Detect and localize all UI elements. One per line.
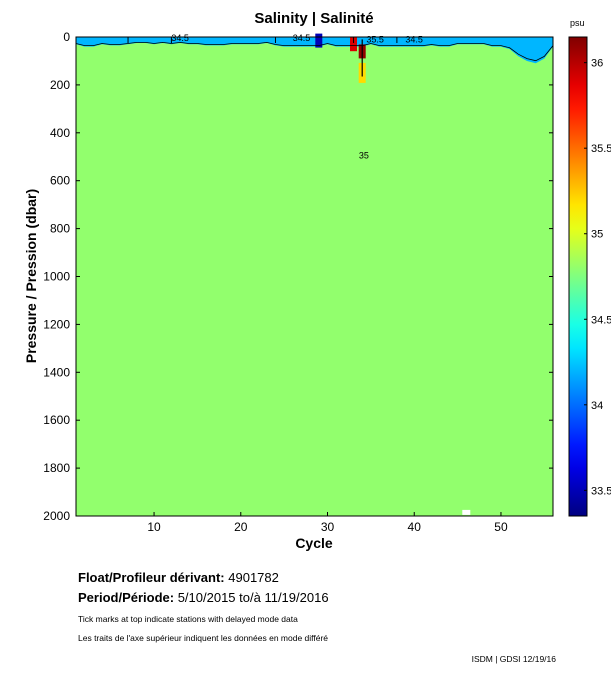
float-info: Float/Profileur dérivant: 4901782 [78,570,279,585]
contour-label-3: 34.5 [405,34,423,44]
x-tick-label-4: 50 [494,520,508,534]
y-tick-label-2: 400 [50,126,70,140]
float-value: 4901782 [228,570,279,585]
contour-label-2: 35.5 [366,34,384,44]
note-english: Tick marks at top indicate stations with… [78,614,298,624]
contour-label-0: 34.5 [171,33,189,43]
field-anomaly-0 [315,33,323,48]
cb-tick-label-2: 34.5 [591,314,611,326]
cb-tick-label-0: 33.5 [591,485,611,497]
y-tick-label-3: 600 [50,174,70,188]
y-tick-label-10: 2000 [43,509,70,523]
period-info: Period/Période: 5/10/2015 to/à 11/19/201… [78,590,329,605]
note-french: Les traits de l'axe supérieur indiquent … [78,633,329,643]
y-tick-label-9: 1800 [43,461,70,475]
x-tick-label-3: 40 [408,520,422,534]
y-tick-label-8: 1600 [43,413,70,427]
colorbar-unit: psu [570,18,585,28]
contour-lines: 34.5 34.5 35.5 34.5 35 [75,33,554,161]
salinity-field [76,33,553,516]
field-anomaly-1 [350,37,357,52]
y-tick-label-5: 1000 [43,270,70,284]
period-value: 5/10/2015 to/à 11/19/2016 [177,590,329,605]
field-anomaly-4 [462,509,471,515]
contour-label-1: 34.5 [293,33,311,43]
y-tick-label-4: 800 [50,222,70,236]
cb-tick-label-5: 36 [591,58,603,70]
y-tick-label-1: 200 [50,78,70,92]
cb-tick-label-4: 35.5 [591,143,611,155]
y-tick-label-0: 0 [63,30,70,44]
x-tick-label-1: 20 [234,520,248,534]
chart-title: Salinity | Salinité [254,10,373,27]
period-label: Period/Période: [78,590,175,605]
cb-tick-label-1: 34 [591,400,603,412]
contour-label-4: 35 [359,151,369,161]
x-axis-label: Cycle [295,535,333,551]
colorbar: 33.5 34 34.5 35 35.5 36 [568,36,611,517]
credit-line: ISDM | GDSI 12/19/16 [471,654,556,664]
plot-axes: 0 200 400 600 800 1000 1200 1400 1600 1800 2000 10 2… [43,30,554,534]
x-tick-label-0: 10 [147,520,161,534]
colorbar-gradient [568,36,588,517]
contour-34-5 [75,41,554,62]
cb-tick-label-3: 35 [591,229,603,241]
y-tick-label-7: 1400 [43,365,70,379]
y-axis-label: Pressure / Pression (dbar) [23,189,39,363]
y-tick-label-6: 1200 [43,317,70,331]
float-label: Float/Profileur dérivant: [78,570,225,585]
x-tick-label-2: 30 [321,520,335,534]
field-background [76,37,553,516]
